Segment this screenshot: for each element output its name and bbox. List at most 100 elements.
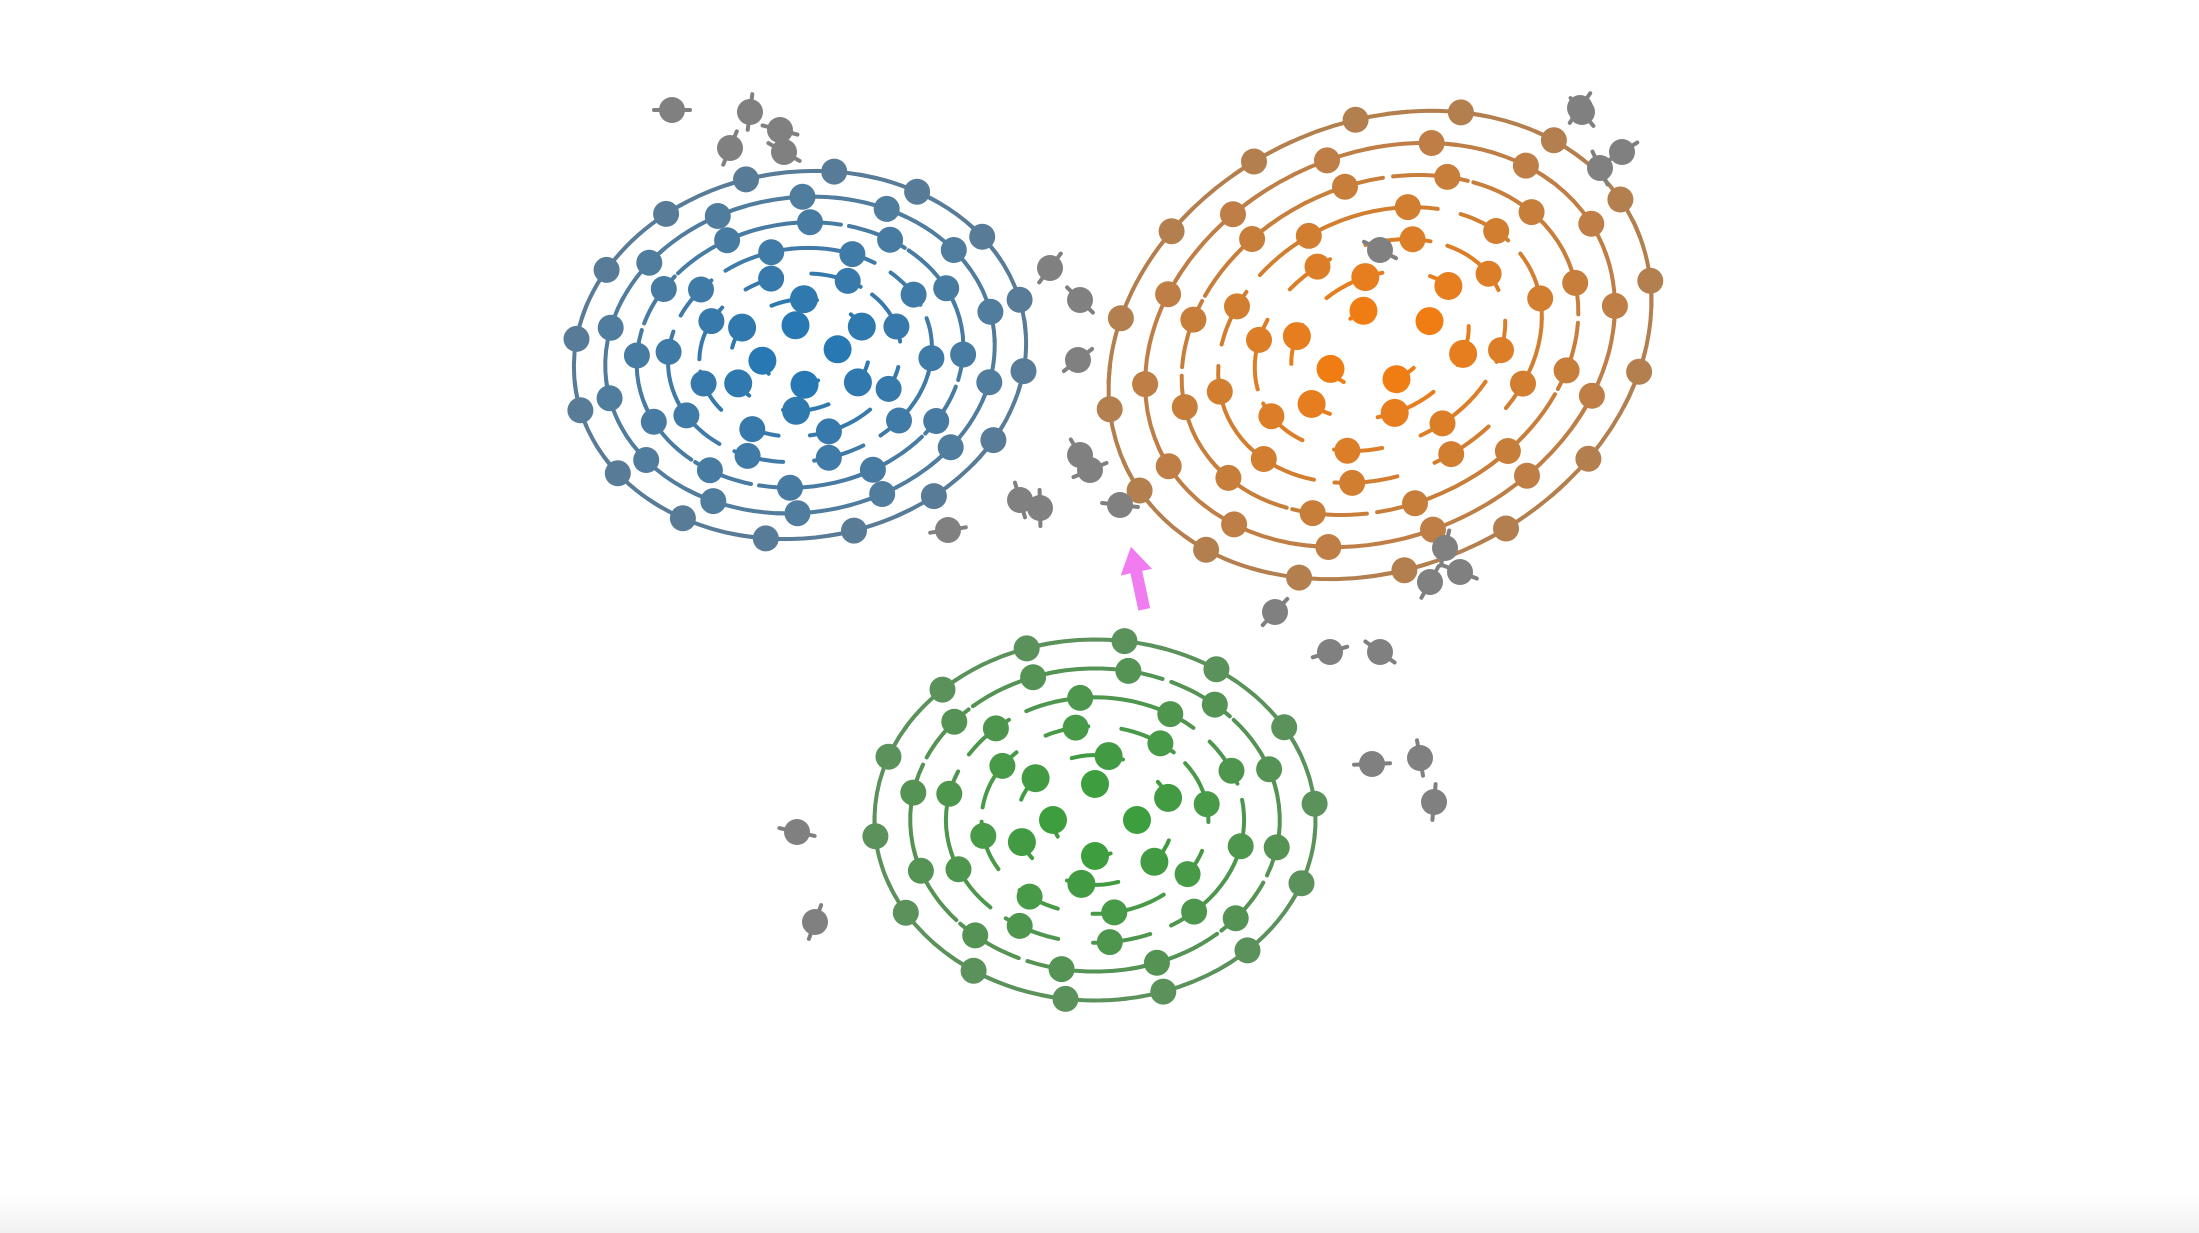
- particle: [1039, 806, 1067, 834]
- cluster-blue: [563, 158, 1037, 552]
- particle: [1081, 770, 1109, 798]
- particle: [1553, 357, 1580, 384]
- particle: [1382, 365, 1411, 394]
- particle: [1227, 833, 1254, 860]
- particle: [1010, 358, 1037, 385]
- particle: [1007, 828, 1036, 857]
- particle: [655, 338, 682, 365]
- particle: [1349, 296, 1378, 325]
- stray-particle: [1065, 347, 1091, 373]
- particle: [1637, 267, 1664, 294]
- particle: [886, 407, 912, 434]
- particle: [982, 715, 1009, 742]
- particle: [875, 743, 902, 770]
- cluster-green: [862, 628, 1328, 1012]
- particle-trail: [894, 423, 1005, 519]
- particle: [976, 369, 1003, 396]
- particle: [839, 241, 866, 268]
- particle-trail: [1256, 175, 1385, 236]
- particle: [1147, 730, 1174, 757]
- particle: [1107, 305, 1134, 332]
- particle-trail: [1179, 373, 1225, 476]
- particle-trail: [967, 222, 1028, 337]
- particle: [883, 313, 910, 340]
- particle: [1218, 757, 1245, 784]
- particle: [1514, 462, 1540, 489]
- particle-trail: [1375, 454, 1504, 515]
- particle-trail: [646, 497, 788, 542]
- particle-trail: [1120, 944, 1255, 1002]
- particle: [1081, 842, 1109, 870]
- particle: [1434, 163, 1461, 190]
- particle-trail: [1572, 317, 1617, 427]
- stray-particle: [737, 99, 763, 125]
- particle: [696, 457, 723, 484]
- particle: [900, 281, 927, 308]
- particle: [1415, 307, 1444, 336]
- particle-trail: [845, 441, 957, 508]
- particle-trail: [1329, 205, 1440, 227]
- particle: [1434, 272, 1463, 300]
- particle: [714, 227, 741, 254]
- particle: [869, 481, 896, 507]
- stray-particle: [1407, 745, 1433, 771]
- stray-particle: [1359, 751, 1385, 777]
- stray-particle: [1262, 599, 1288, 625]
- particle: [1222, 905, 1249, 932]
- stray-particle: [1367, 237, 1393, 263]
- particle: [1096, 929, 1123, 956]
- particle: [1062, 714, 1089, 741]
- particle: [797, 209, 823, 236]
- particle-trail: [1249, 561, 1430, 582]
- particle: [1286, 564, 1313, 591]
- particle: [1181, 898, 1208, 925]
- particle-trail: [571, 302, 590, 428]
- particle: [1510, 370, 1536, 397]
- particle: [962, 922, 989, 949]
- particle: [1150, 978, 1177, 1005]
- cluster-orange: [1096, 99, 1664, 591]
- particle-trail: [1231, 109, 1410, 177]
- particle: [1475, 260, 1502, 287]
- particle-trail: [1265, 773, 1282, 878]
- particle-trail: [1018, 637, 1168, 653]
- particle: [841, 517, 867, 544]
- particle: [945, 856, 972, 883]
- arrow-up-icon: [1120, 546, 1152, 611]
- particle: [1067, 684, 1094, 711]
- particle: [821, 158, 848, 185]
- particle: [784, 500, 811, 527]
- stray-particle: [1037, 255, 1063, 281]
- particle: [1048, 956, 1075, 983]
- particle-trail: [1106, 363, 1154, 508]
- particle: [1101, 899, 1128, 926]
- particle: [1140, 847, 1169, 876]
- particle: [669, 505, 696, 532]
- particle: [950, 341, 977, 368]
- particle-trail: [624, 433, 721, 505]
- particle-trail: [1129, 207, 1195, 295]
- particle: [728, 313, 757, 342]
- particle: [1123, 806, 1151, 834]
- stray-particle: [1421, 789, 1447, 815]
- particle-trail: [725, 168, 879, 187]
- particle-trail: [710, 194, 842, 221]
- particle: [862, 823, 889, 850]
- particle-trail: [1226, 674, 1302, 754]
- particle: [1351, 263, 1380, 292]
- particle: [758, 265, 785, 292]
- stray-particle: [1567, 95, 1593, 121]
- particle: [1203, 656, 1230, 683]
- particle: [724, 369, 753, 398]
- particle: [758, 239, 785, 266]
- particle: [563, 325, 590, 352]
- particle: [593, 256, 620, 283]
- stray-particles: [652, 91, 1640, 941]
- stray-particle: [1609, 139, 1635, 165]
- stray-particle: [802, 909, 828, 935]
- particle: [1006, 912, 1033, 939]
- particle: [1154, 783, 1183, 812]
- stray-particle: [1417, 569, 1443, 595]
- particle: [1021, 764, 1050, 793]
